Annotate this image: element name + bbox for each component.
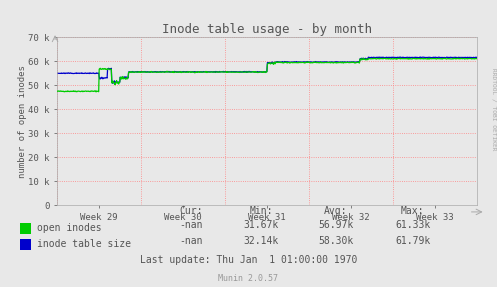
Text: -nan: -nan — [179, 236, 203, 246]
Text: RRDTOOL / TOBI OETIKER: RRDTOOL / TOBI OETIKER — [491, 68, 496, 150]
Text: 61.33k: 61.33k — [395, 220, 430, 230]
Text: Min:: Min: — [249, 206, 273, 216]
Text: Max:: Max: — [401, 206, 424, 216]
Text: inode table size: inode table size — [37, 239, 131, 249]
Text: -nan: -nan — [179, 220, 203, 230]
Text: Avg:: Avg: — [324, 206, 347, 216]
Text: 58.30k: 58.30k — [318, 236, 353, 246]
Text: 31.67k: 31.67k — [244, 220, 278, 230]
Text: Cur:: Cur: — [179, 206, 203, 216]
Title: Inode table usage - by month: Inode table usage - by month — [162, 23, 372, 36]
Text: 32.14k: 32.14k — [244, 236, 278, 246]
Text: Last update: Thu Jan  1 01:00:00 1970: Last update: Thu Jan 1 01:00:00 1970 — [140, 255, 357, 265]
Text: Munin 2.0.57: Munin 2.0.57 — [219, 274, 278, 283]
Text: 56.97k: 56.97k — [318, 220, 353, 230]
Y-axis label: number of open inodes: number of open inodes — [17, 65, 27, 178]
Text: open inodes: open inodes — [37, 223, 102, 233]
Text: 61.79k: 61.79k — [395, 236, 430, 246]
